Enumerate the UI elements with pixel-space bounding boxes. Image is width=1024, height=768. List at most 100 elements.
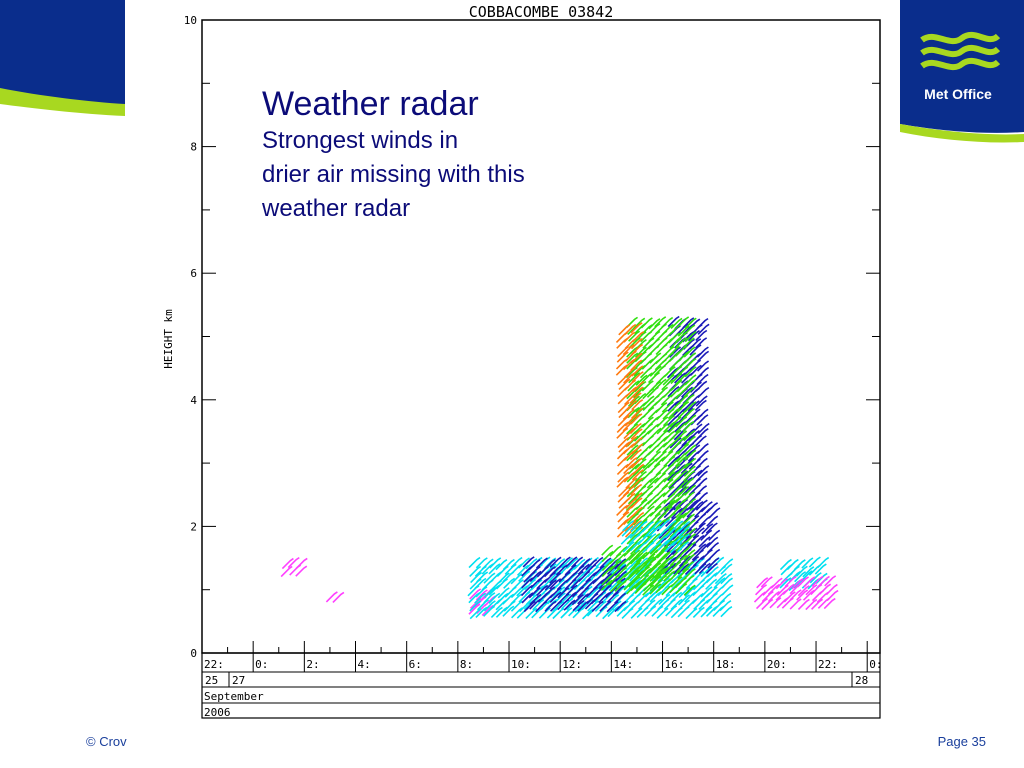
wind-barb xyxy=(663,455,676,468)
wind-barb xyxy=(558,556,571,568)
wind-barb xyxy=(690,469,703,481)
wind-barb xyxy=(683,435,696,448)
wind-barb xyxy=(700,606,713,618)
wind-barb xyxy=(797,598,810,610)
wind-barb xyxy=(670,598,683,610)
wind-barb xyxy=(645,565,658,578)
wind-barb xyxy=(633,415,646,427)
wind-barb xyxy=(674,421,687,433)
wind-barb xyxy=(634,582,647,594)
wind-barb xyxy=(602,607,615,620)
wind-barb xyxy=(616,448,629,460)
wind-barb xyxy=(488,563,501,575)
wind-barb xyxy=(332,591,345,603)
wind-barb xyxy=(630,607,643,619)
wind-barb xyxy=(627,406,640,419)
wind-barb xyxy=(663,421,676,433)
wind-barb xyxy=(629,448,642,461)
wind-barb xyxy=(481,604,494,617)
x-time-label: 0: xyxy=(255,658,268,671)
wind-barb xyxy=(601,565,614,577)
wind-barb xyxy=(628,565,641,577)
wind-barb xyxy=(696,449,709,462)
wind-barb xyxy=(684,317,697,329)
wind-barb xyxy=(468,556,481,569)
wind-barb xyxy=(573,572,586,585)
wind-barb xyxy=(481,579,494,591)
wind-barb xyxy=(628,533,641,546)
wind-barb xyxy=(634,458,647,470)
wind-barb xyxy=(634,358,647,370)
wind-barb xyxy=(664,534,677,546)
wind-barb xyxy=(529,598,542,610)
y-tick-label: 0 xyxy=(190,647,197,660)
wind-barb xyxy=(579,578,592,590)
wind-barb xyxy=(626,346,639,358)
wind-barb xyxy=(662,436,675,448)
wind-barb xyxy=(617,373,630,386)
wind-barb xyxy=(630,359,643,371)
y-tick-label: 6 xyxy=(190,267,197,280)
wind-barb xyxy=(675,421,688,434)
wind-barb xyxy=(693,522,706,534)
met-office-logo: Met Office xyxy=(900,0,1024,143)
wind-barb xyxy=(530,577,543,589)
wind-barb xyxy=(683,429,696,442)
slide-title-block: Weather radar Strongest winds in drier a… xyxy=(262,84,622,226)
wind-barb xyxy=(536,578,549,590)
wind-barb xyxy=(642,399,655,411)
wind-barb xyxy=(631,371,644,383)
wind-barb xyxy=(557,598,570,611)
wind-barb xyxy=(720,577,734,589)
wind-barb xyxy=(628,576,641,588)
wind-barb xyxy=(616,558,629,570)
wind-barb xyxy=(609,545,622,557)
wind-barb xyxy=(680,462,693,474)
wind-barb xyxy=(582,608,595,620)
wind-barb xyxy=(686,506,699,518)
wind-barb xyxy=(644,605,657,617)
wind-barb xyxy=(670,507,683,520)
radar-chart: COBBACOMBE 03842 HEIGHT km 0 2 4 6 8 10 22: 0:… xyxy=(162,3,882,719)
wind-barb-block xyxy=(600,543,671,593)
wind-barb xyxy=(616,605,629,617)
wind-barb xyxy=(535,557,548,569)
wind-barb xyxy=(681,386,694,398)
wind-barb xyxy=(584,598,597,610)
wind-barb xyxy=(767,590,780,603)
wind-barb xyxy=(657,551,670,564)
x-time-label: 22: xyxy=(204,658,224,671)
wind-barb xyxy=(654,567,667,579)
wind-barb xyxy=(688,491,701,504)
wind-barb xyxy=(823,597,836,610)
wind-barb xyxy=(693,598,706,610)
wind-barb xyxy=(802,589,815,601)
wind-barb xyxy=(656,435,669,448)
wind-barb xyxy=(684,331,697,343)
wind-barb xyxy=(779,577,792,589)
wind-barb xyxy=(634,541,647,553)
wind-barb xyxy=(662,563,675,575)
wind-barb xyxy=(601,559,614,572)
wind-barb xyxy=(706,515,719,527)
wind-barb xyxy=(662,485,675,498)
wind-barb xyxy=(617,518,630,530)
wind-barb xyxy=(662,415,675,427)
wind-barb xyxy=(701,523,714,535)
wind-barb xyxy=(684,379,697,391)
wind-barb xyxy=(706,536,719,548)
wind-barb xyxy=(495,606,508,618)
wind-barb xyxy=(654,323,667,335)
wind-barb xyxy=(654,499,667,511)
wind-barb xyxy=(616,351,629,363)
wind-barb xyxy=(662,442,675,454)
x-time-label: 6: xyxy=(409,658,422,671)
wind-barb xyxy=(761,590,774,603)
wind-barb xyxy=(511,607,524,619)
wind-barb xyxy=(636,579,649,591)
wind-barb xyxy=(656,429,669,441)
wind-barb xyxy=(664,527,677,539)
wind-barb xyxy=(484,586,497,599)
wind-barb xyxy=(563,599,576,611)
wind-barb xyxy=(571,586,585,598)
